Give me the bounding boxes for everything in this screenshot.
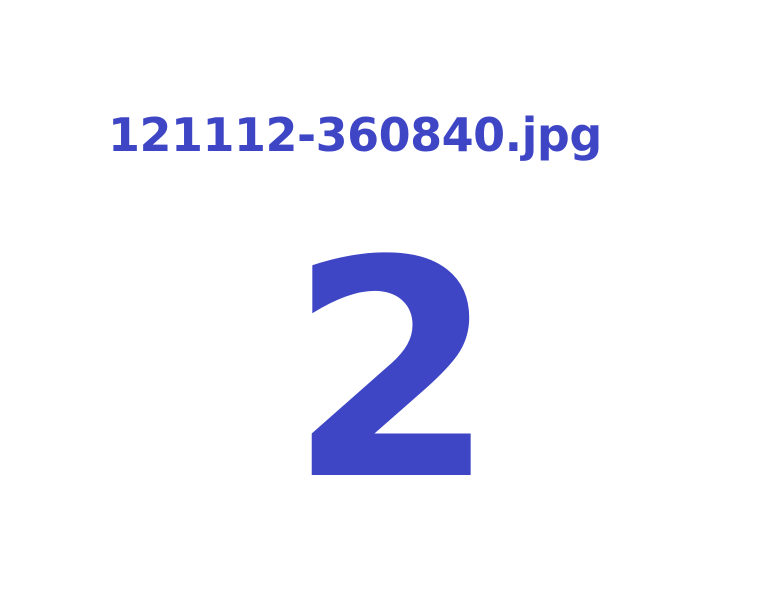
filename-label: 121112-360840.jpg	[108, 108, 602, 162]
large-number: 2	[288, 197, 497, 546]
